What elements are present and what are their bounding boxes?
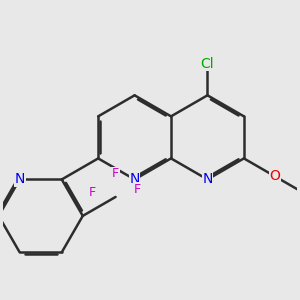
Text: N: N: [202, 172, 213, 186]
Text: F: F: [89, 186, 96, 200]
Text: F: F: [112, 167, 119, 180]
Text: O: O: [269, 169, 280, 183]
Text: F: F: [134, 182, 141, 196]
Text: N: N: [14, 172, 25, 186]
Text: N: N: [129, 172, 140, 186]
Text: Cl: Cl: [201, 57, 214, 71]
